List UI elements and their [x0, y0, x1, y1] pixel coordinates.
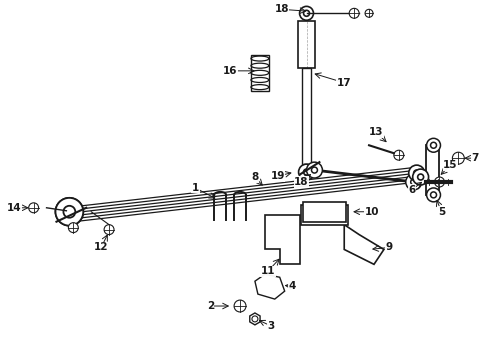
Ellipse shape [251, 70, 269, 75]
Circle shape [63, 206, 75, 218]
Text: 9: 9 [385, 243, 392, 252]
Circle shape [413, 169, 429, 185]
Circle shape [427, 188, 441, 202]
Text: 12: 12 [94, 243, 108, 252]
Circle shape [104, 225, 114, 235]
Text: 7: 7 [471, 153, 479, 163]
Text: 18: 18 [294, 177, 309, 187]
Ellipse shape [251, 77, 269, 82]
Polygon shape [265, 215, 299, 264]
Circle shape [435, 177, 444, 187]
Circle shape [452, 152, 465, 164]
Circle shape [55, 198, 83, 226]
Text: 16: 16 [223, 66, 237, 76]
Text: 2: 2 [207, 301, 214, 311]
Circle shape [349, 8, 359, 18]
Text: 15: 15 [443, 160, 458, 170]
Circle shape [252, 316, 258, 322]
Circle shape [406, 174, 421, 190]
Circle shape [427, 138, 441, 152]
Circle shape [63, 206, 75, 218]
Text: 14: 14 [6, 203, 21, 213]
Text: 17: 17 [337, 78, 351, 88]
Circle shape [29, 203, 39, 213]
Text: 5: 5 [438, 207, 445, 217]
Text: 8: 8 [251, 172, 259, 182]
Text: 1: 1 [192, 183, 199, 193]
Bar [300, 205, 348, 225]
Text: 19: 19 [270, 171, 285, 181]
Circle shape [299, 6, 314, 20]
Bar [297, 21, 316, 68]
Ellipse shape [251, 85, 269, 90]
Text: 4: 4 [289, 281, 296, 291]
Circle shape [303, 169, 310, 175]
Circle shape [417, 174, 424, 180]
Circle shape [312, 167, 318, 173]
Circle shape [365, 9, 373, 17]
Circle shape [303, 10, 310, 16]
Circle shape [431, 192, 437, 198]
Bar [301, 68, 312, 164]
Bar [302, 202, 346, 222]
Text: 6: 6 [408, 185, 416, 195]
Text: 11: 11 [261, 266, 275, 276]
Circle shape [234, 300, 246, 312]
Circle shape [414, 170, 419, 176]
Ellipse shape [251, 63, 269, 68]
Polygon shape [344, 225, 384, 264]
Bar [251, 55, 269, 91]
Text: 3: 3 [267, 321, 274, 331]
Text: 18: 18 [274, 4, 289, 14]
Ellipse shape [251, 56, 269, 61]
Circle shape [411, 179, 416, 185]
Text: 13: 13 [369, 127, 383, 138]
Circle shape [307, 162, 322, 178]
Polygon shape [255, 274, 285, 299]
Circle shape [69, 223, 78, 233]
Circle shape [55, 198, 83, 226]
Polygon shape [250, 313, 260, 325]
Circle shape [298, 164, 315, 180]
Circle shape [394, 150, 404, 160]
Text: 10: 10 [365, 207, 379, 217]
Circle shape [409, 165, 425, 181]
Circle shape [431, 142, 437, 148]
